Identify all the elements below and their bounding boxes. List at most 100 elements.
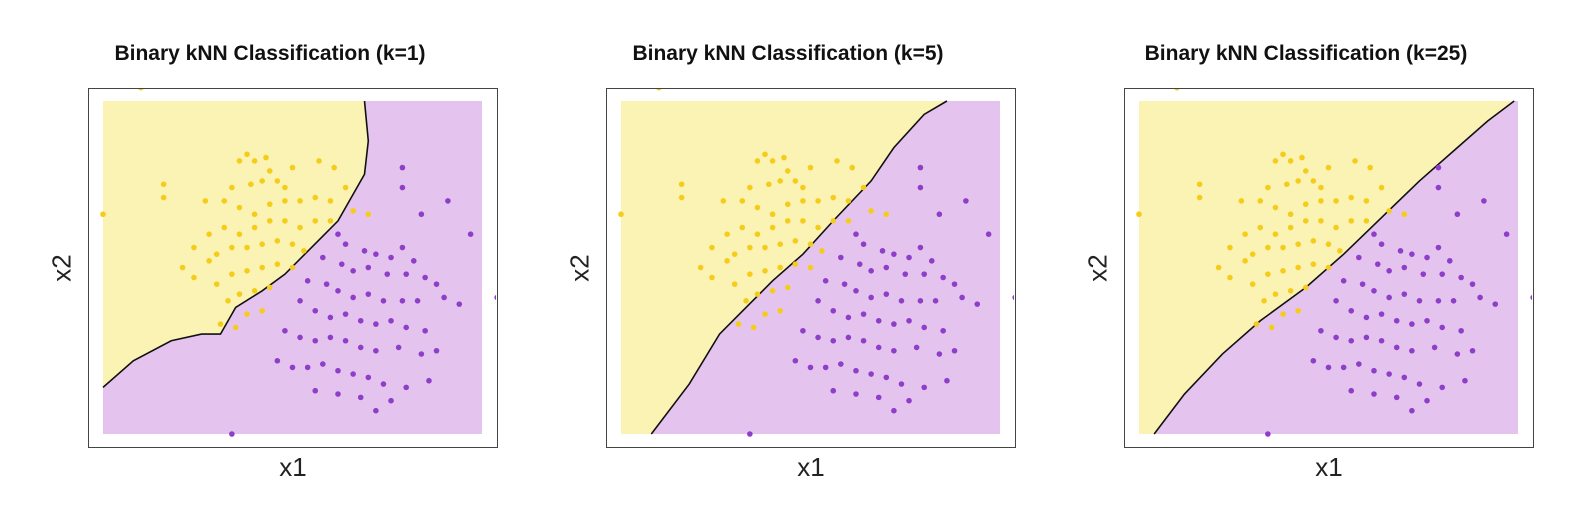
point-class-a bbox=[1287, 288, 1294, 294]
point-class-a bbox=[1310, 178, 1317, 184]
point-class-b bbox=[320, 361, 326, 367]
chart-panel-3: Binary kNN Classification (k=25) x1 x2 bbox=[1056, 0, 1556, 528]
plot-area bbox=[88, 88, 498, 448]
point-class-a bbox=[191, 244, 197, 251]
point-class-b bbox=[1333, 334, 1339, 341]
point-class-a bbox=[221, 224, 228, 231]
point-class-b bbox=[274, 357, 281, 364]
point-class-b bbox=[323, 281, 330, 287]
point-class-b bbox=[1393, 317, 1400, 324]
point-class-b bbox=[868, 294, 874, 301]
decision-boundary bbox=[650, 100, 948, 435]
point-class-a bbox=[784, 284, 791, 291]
point-class-b bbox=[838, 254, 844, 261]
point-class-a bbox=[274, 261, 281, 267]
point-class-b bbox=[1340, 278, 1347, 284]
point-class-b bbox=[1435, 164, 1442, 171]
point-class-a bbox=[743, 298, 749, 304]
point-class-b bbox=[1340, 364, 1347, 371]
point-class-b bbox=[921, 384, 927, 391]
point-class-a bbox=[1302, 168, 1309, 174]
point-class-a bbox=[724, 231, 730, 237]
point-class-a bbox=[845, 218, 852, 224]
point-class-a bbox=[206, 231, 212, 237]
point-class-b bbox=[335, 231, 341, 237]
point-class-b bbox=[350, 371, 356, 377]
point-class-a bbox=[792, 238, 799, 244]
point-class-b bbox=[830, 337, 837, 344]
point-class-a bbox=[100, 211, 106, 218]
point-class-a bbox=[720, 198, 727, 204]
point-class-b bbox=[361, 248, 368, 254]
point-class-b bbox=[335, 391, 341, 397]
point-class-b bbox=[853, 391, 859, 397]
point-class-b bbox=[917, 244, 924, 251]
point-class-b bbox=[1356, 254, 1362, 261]
point-class-a bbox=[263, 154, 269, 161]
point-class-b bbox=[807, 364, 814, 371]
point-class-b bbox=[921, 271, 927, 277]
point-class-b bbox=[1462, 377, 1468, 384]
point-class-a bbox=[777, 241, 783, 247]
point-class-b bbox=[944, 377, 950, 384]
point-class-b bbox=[312, 337, 319, 344]
point-class-a bbox=[1386, 208, 1392, 214]
point-class-a bbox=[747, 244, 753, 251]
point-class-a bbox=[236, 291, 243, 297]
point-class-b bbox=[868, 268, 874, 274]
point-class-b bbox=[1356, 361, 1362, 367]
point-class-b bbox=[350, 268, 356, 274]
point-class-a bbox=[1302, 284, 1309, 291]
point-class-a bbox=[297, 198, 303, 204]
point-class-b bbox=[959, 294, 965, 301]
point-class-a bbox=[244, 268, 250, 274]
point-class-b bbox=[1348, 387, 1355, 394]
point-class-b bbox=[410, 258, 417, 264]
point-class-a bbox=[1257, 224, 1264, 231]
region-class-a bbox=[621, 101, 947, 434]
point-class-a bbox=[1318, 198, 1324, 204]
point-class-b bbox=[380, 381, 387, 387]
point-class-a bbox=[735, 321, 742, 327]
point-class-a bbox=[282, 184, 288, 191]
point-class-b bbox=[1359, 281, 1366, 287]
point-class-b bbox=[891, 407, 897, 414]
point-class-b bbox=[860, 337, 867, 344]
point-class-b bbox=[891, 347, 897, 354]
point-class-a bbox=[762, 268, 768, 274]
point-class-a bbox=[244, 151, 250, 158]
point-class-b bbox=[1386, 268, 1392, 274]
point-class-b bbox=[1371, 231, 1377, 237]
point-class-b bbox=[312, 307, 319, 314]
x-axis-label: x1 bbox=[279, 452, 307, 482]
point-class-b bbox=[830, 387, 837, 394]
point-class-a bbox=[784, 168, 791, 174]
point-class-a bbox=[1333, 224, 1339, 231]
point-class-a bbox=[1249, 281, 1256, 287]
point-class-b bbox=[1420, 271, 1427, 277]
point-class-b bbox=[917, 298, 924, 304]
point-class-a bbox=[1238, 198, 1245, 204]
point-class-a bbox=[1261, 298, 1267, 304]
point-class-a bbox=[1310, 261, 1317, 267]
point-class-a bbox=[868, 208, 874, 214]
point-class-a bbox=[259, 307, 265, 314]
point-class-a bbox=[365, 211, 372, 218]
point-class-b bbox=[433, 347, 440, 354]
point-class-b bbox=[800, 327, 806, 334]
point-class-b bbox=[388, 254, 394, 261]
point-class-a bbox=[1284, 181, 1290, 188]
point-class-b bbox=[467, 231, 474, 237]
point-class-a bbox=[1242, 231, 1248, 237]
point-class-a bbox=[739, 198, 746, 204]
point-class-b bbox=[936, 351, 943, 357]
point-class-b bbox=[1458, 327, 1464, 334]
point-class-a bbox=[160, 194, 167, 201]
point-class-a bbox=[244, 311, 250, 317]
point-class-a bbox=[762, 151, 768, 158]
point-class-b bbox=[1409, 407, 1415, 414]
point-class-a bbox=[1401, 211, 1408, 218]
chart-svg bbox=[618, 89, 1014, 437]
point-class-b bbox=[384, 271, 391, 277]
point-class-b bbox=[1371, 288, 1377, 294]
